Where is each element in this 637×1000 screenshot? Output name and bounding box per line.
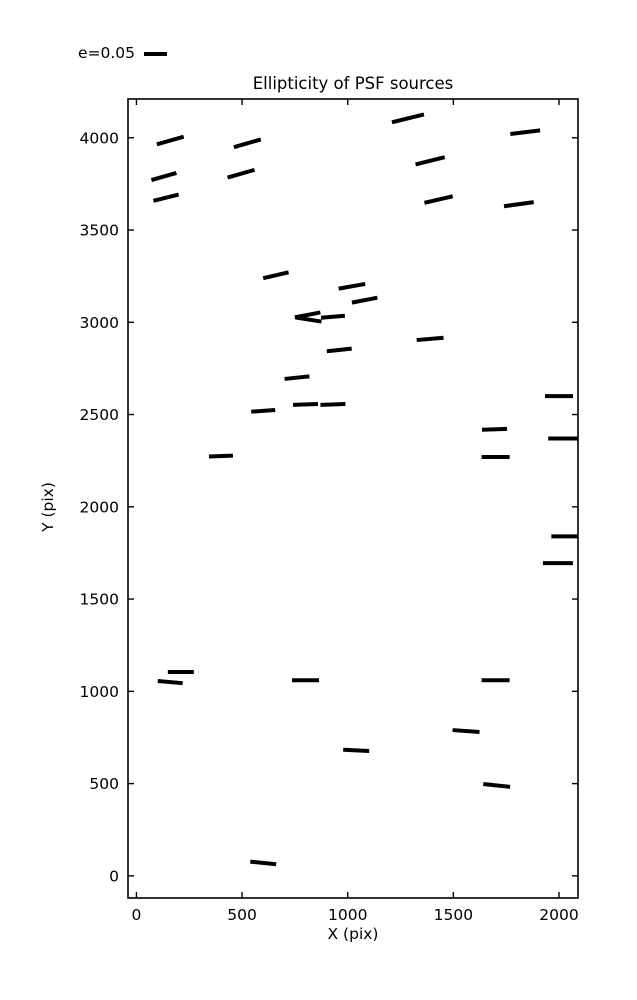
psf-whisker-marker: [284, 374, 310, 381]
psf-whisker-marker: [262, 270, 290, 281]
psf-whisker-marker: [423, 194, 454, 205]
y-axis-tick-label: 0: [109, 867, 119, 885]
psf-whisker-marker: [251, 408, 276, 414]
psf-whisker-marker: [483, 782, 511, 789]
psf-whisker-marker: [503, 200, 534, 209]
psf-whisker-marker: [391, 112, 425, 125]
x-axis-tick-label: 1000: [328, 906, 367, 924]
psf-whisker-marker: [152, 192, 180, 203]
x-axis-tick-label: 2000: [539, 906, 578, 924]
psf-whisker-marker: [326, 346, 352, 354]
legend: e=0.05: [78, 44, 168, 62]
psf-whisker-marker: [320, 313, 346, 320]
psf-whisker-marker: [292, 401, 319, 407]
psf-whisker-marker: [150, 170, 177, 183]
psf-whisker-marker: [452, 728, 480, 734]
psf-whisker-marker: [415, 155, 446, 167]
axis-tick-labels-layer: 0 500 1000 1500 2000 0 500 1000 1500 2000 2500 3000…: [80, 129, 579, 924]
x-axis-tick-label: 1500: [434, 906, 473, 924]
x-axis-tick-label: 500: [227, 906, 257, 924]
y-axis-tick-label: 4000: [80, 129, 119, 147]
axes-frame: [127, 98, 579, 899]
legend-line-swatch-icon: [144, 51, 168, 56]
axis-ticks-layer: [128, 99, 578, 898]
psf-whisker-marker: [481, 426, 508, 432]
y-axis-label: Y (pix): [39, 482, 57, 532]
psf-whisker-marker: [338, 281, 366, 291]
psf-whisker-marker: [295, 315, 322, 324]
x-axis-label: X (pix): [327, 925, 379, 943]
y-axis-tick-label: 2000: [80, 498, 119, 516]
x-axis-tick-label: 0: [132, 906, 142, 924]
whisker-marks-layer: [150, 112, 578, 867]
psf-whisker-marker: [157, 679, 183, 686]
y-axis-tick-label: 1000: [80, 683, 119, 701]
psf-whisker-marker: [343, 747, 370, 754]
y-axis-tick-label: 2500: [80, 406, 119, 424]
psf-whisker-marker: [416, 335, 444, 343]
psf-whisker-marker: [250, 859, 277, 867]
y-axis-tick-label: 3000: [80, 314, 119, 332]
y-axis-tick-label: 3500: [80, 222, 119, 240]
psf-whisker-marker: [233, 137, 262, 150]
psf-whisker-marker: [156, 134, 185, 147]
psf-whisker-marker: [320, 401, 346, 407]
psf-whisker-marker: [208, 453, 234, 459]
y-axis-tick-label: 1500: [80, 591, 119, 609]
psf-whisker-marker: [351, 295, 378, 305]
page-title: Ellipticity of PSF sources: [252, 74, 454, 93]
y-axis-tick-label: 500: [89, 775, 119, 793]
psf-whisker-marker: [510, 128, 541, 137]
psf-whisker-marker: [227, 167, 256, 180]
legend-label: e=0.05: [78, 44, 136, 62]
